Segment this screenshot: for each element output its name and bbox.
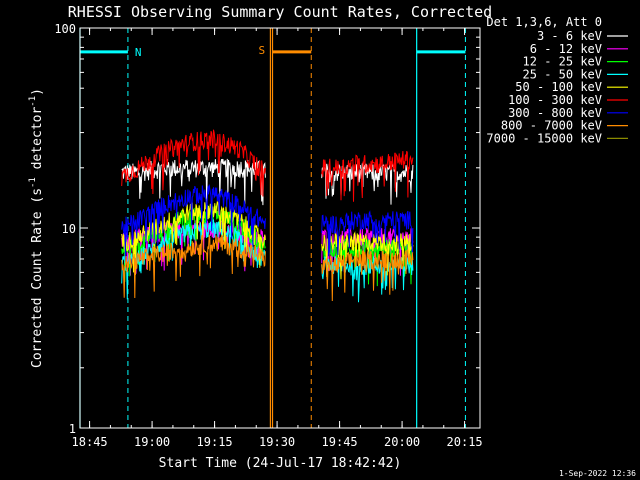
ticks-layer: 18:45 19:00 19:15 19:30 19:45 20:00 20:15 1 10 10…	[54, 22, 482, 449]
x-tick-label-0: 18:45	[72, 435, 108, 449]
timestamp: 1-Sep-2022 12:36	[559, 469, 636, 478]
legend-label-7: 800 - 7000 keV	[501, 119, 602, 133]
x-tick-label-2: 19:15	[197, 435, 233, 449]
chart-title: RHESSI Observing Summary Count Rates, Co…	[68, 3, 492, 21]
series-layer	[121, 129, 414, 303]
legend-label-0: 3 - 6 keV	[537, 29, 602, 43]
legend-label-2: 12 - 25 keV	[523, 55, 602, 69]
legend-label-5: 100 - 300 keV	[508, 93, 602, 107]
x-tick-label-4: 19:45	[322, 435, 358, 449]
legend-label-8: 7000 - 15000 keV	[486, 131, 602, 145]
x-tick-label-1: 19:00	[134, 435, 170, 449]
series-line-0	[121, 158, 414, 206]
legend-label-1: 6 - 12 keV	[530, 42, 602, 56]
series-line-5	[121, 129, 414, 202]
legend-label-4: 50 - 100 keV	[515, 80, 602, 94]
x-tick-label-3: 19:30	[259, 435, 295, 449]
x-tick-label-6: 20:15	[447, 435, 483, 449]
x-tick-label-5: 20:00	[384, 435, 420, 449]
legend-label-6: 300 - 800 keV	[508, 106, 602, 120]
y-tick-label-2: 100	[54, 22, 76, 36]
legend-label-3: 25 - 50 keV	[523, 67, 602, 81]
series-line-7	[121, 234, 414, 302]
legend-title: Det 1,3,6, Att 0	[486, 15, 602, 29]
night-flag-label: N	[135, 46, 142, 59]
y-tick-label-1: 10	[62, 222, 76, 236]
y-axis-label: Corrected Count Rate (s-1 detector-1)	[28, 88, 45, 368]
x-axis-label: Start Time (24-Jul-17 18:42:42)	[159, 456, 402, 471]
series-line-6	[121, 184, 414, 263]
saa-flag-label: S	[259, 44, 266, 57]
y-tick-label-0: 1	[69, 422, 76, 436]
